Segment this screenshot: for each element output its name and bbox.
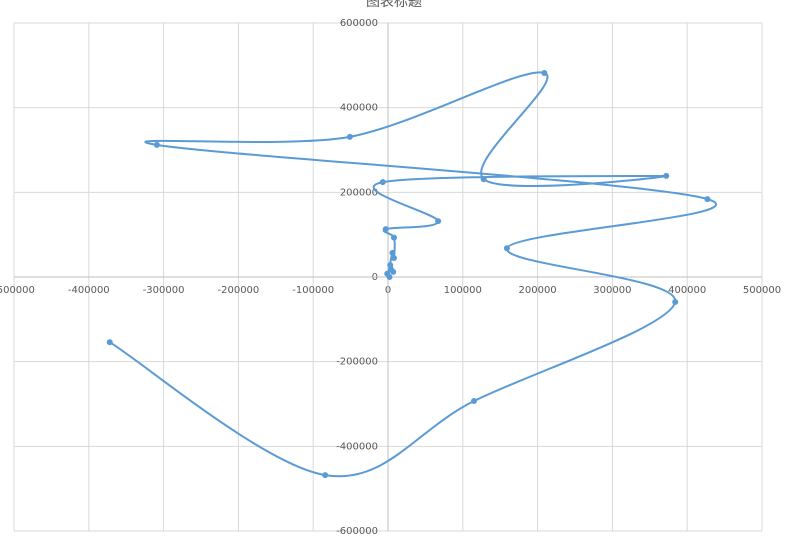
data-point — [435, 218, 442, 225]
y-tick-label: -400000 — [336, 441, 378, 452]
x-tick-label: 300000 — [593, 285, 631, 296]
data-point — [704, 196, 711, 203]
data-point — [389, 249, 396, 256]
data-point — [541, 69, 548, 76]
series-line — [109, 71, 718, 478]
data-point — [390, 268, 397, 275]
data-point — [382, 226, 389, 233]
chart-title: 图表标题 — [366, 0, 422, 10]
data-point — [106, 339, 113, 346]
y-tick-label: 400000 — [340, 103, 378, 114]
data-point — [384, 270, 391, 277]
data-point — [672, 298, 679, 305]
y-tick-label: -600000 — [336, 526, 378, 537]
data-point — [387, 262, 394, 269]
x-tick-label: -500000 — [0, 285, 35, 296]
y-tick-label: 200000 — [340, 187, 378, 198]
x-tick-label: 200000 — [519, 285, 557, 296]
x-tick-label: 400000 — [668, 285, 706, 296]
y-tick-label: -200000 — [336, 357, 378, 368]
data-point — [471, 398, 478, 405]
x-tick-label: -200000 — [218, 285, 260, 296]
data-point — [346, 133, 353, 140]
data-point — [379, 179, 386, 186]
data-point — [153, 141, 160, 148]
data-point — [390, 234, 397, 241]
x-tick-label: 100000 — [444, 285, 482, 296]
x-tick-label: -300000 — [143, 285, 185, 296]
data-point — [390, 254, 397, 261]
x-tick-label: 500000 — [743, 285, 781, 296]
data-point — [322, 472, 329, 479]
data-point — [663, 172, 670, 179]
y-tick-label: 600000 — [340, 18, 378, 29]
x-tick-label: -400000 — [68, 285, 110, 296]
data-point — [480, 176, 487, 183]
x-tick-label: -100000 — [292, 285, 334, 296]
data-point — [503, 245, 510, 252]
